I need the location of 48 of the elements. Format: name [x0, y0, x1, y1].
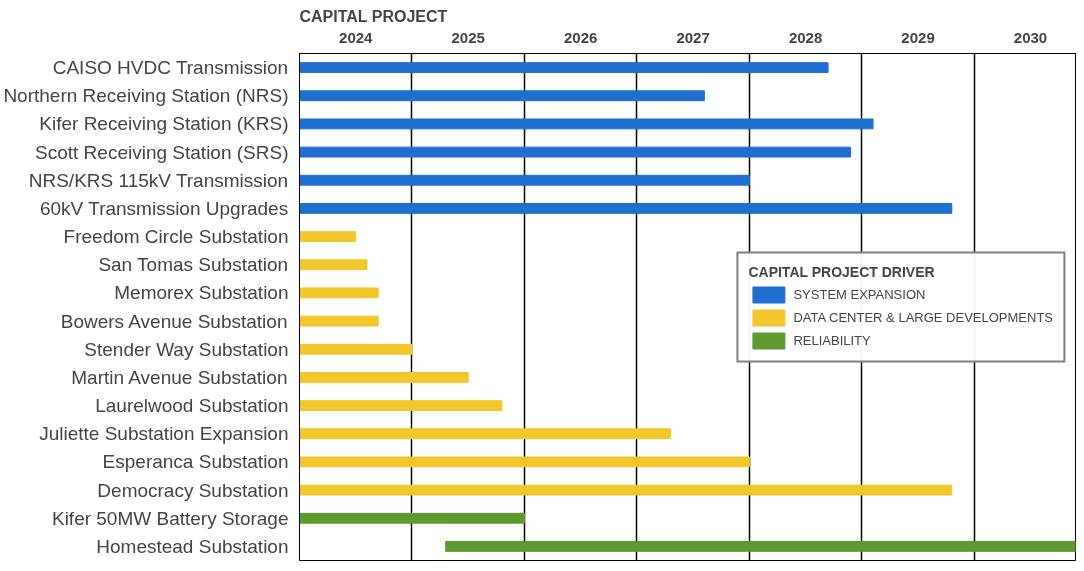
bar — [299, 315, 379, 327]
legend-label: RELIABILITY — [793, 332, 871, 348]
bar — [299, 484, 953, 496]
bar — [299, 512, 525, 524]
x-tick-label: 2028 — [788, 28, 823, 46]
x-tick-label: 2030 — [1013, 28, 1048, 46]
bar — [299, 259, 368, 271]
bar — [299, 343, 413, 355]
bar — [299, 456, 750, 468]
y-tick-label: Kifer 50MW Battery Storage — [51, 507, 289, 529]
y-tick-label: Scott Receiving Station (SRS) — [35, 141, 289, 163]
bar — [299, 202, 953, 214]
bar — [299, 90, 705, 102]
bar — [299, 371, 469, 383]
legend-label: SYSTEM EXPANSION — [793, 286, 926, 302]
y-tick-label: Juliette Substation Expansion — [39, 423, 289, 445]
y-tick-label: Homestead Substation — [96, 535, 289, 557]
x-tick-label: 2025 — [451, 28, 485, 46]
y-tick-label: Martin Avenue Substation — [71, 366, 288, 388]
legend-title: CAPITAL PROJECT DRIVER — [748, 263, 936, 279]
x-tick-label: 2024 — [339, 28, 374, 46]
bar — [299, 400, 503, 412]
y-tick-label: Laurelwood Substation — [95, 395, 289, 417]
y-tick-label: Memorex Substation — [114, 282, 289, 304]
bar — [299, 62, 829, 74]
bar — [299, 118, 874, 130]
bar — [445, 540, 1076, 552]
legend-label: DATA CENTER & LARGE DEVELOPMENTS — [793, 309, 1053, 325]
x-tick-label: 2026 — [563, 28, 598, 46]
y-tick-label: San Tomas Substation — [98, 254, 289, 276]
x-tick-label: 2029 — [901, 28, 935, 46]
bar — [299, 174, 750, 186]
y-tick-label: 60kV Transmission Upgrades — [39, 197, 289, 219]
bar — [299, 146, 852, 158]
bar — [299, 231, 357, 243]
y-tick-label: Kifer Receiving Station (KRS) — [39, 113, 289, 135]
bar — [299, 428, 672, 440]
y-tick-label: Esperanca Substation — [102, 451, 289, 473]
y-tick-label: NRS/KRS 115kV Transmission — [28, 169, 289, 191]
y-tick-label: CAISO HVDC Transmission — [52, 57, 289, 79]
x-tick-label: 2027 — [676, 28, 710, 46]
y-tick-label: Northern Receiving Station (NRS) — [3, 85, 289, 107]
y-tick-label: Democracy Substation — [97, 479, 289, 501]
y-tick-label: Stender Way Substation — [84, 338, 289, 360]
bar — [299, 287, 379, 299]
y-tick-label: Bowers Avenue Substation — [60, 310, 288, 332]
y-axis-title: CAPITAL PROJECT — [299, 7, 448, 25]
y-tick-label: Freedom Circle Substation — [63, 226, 289, 248]
